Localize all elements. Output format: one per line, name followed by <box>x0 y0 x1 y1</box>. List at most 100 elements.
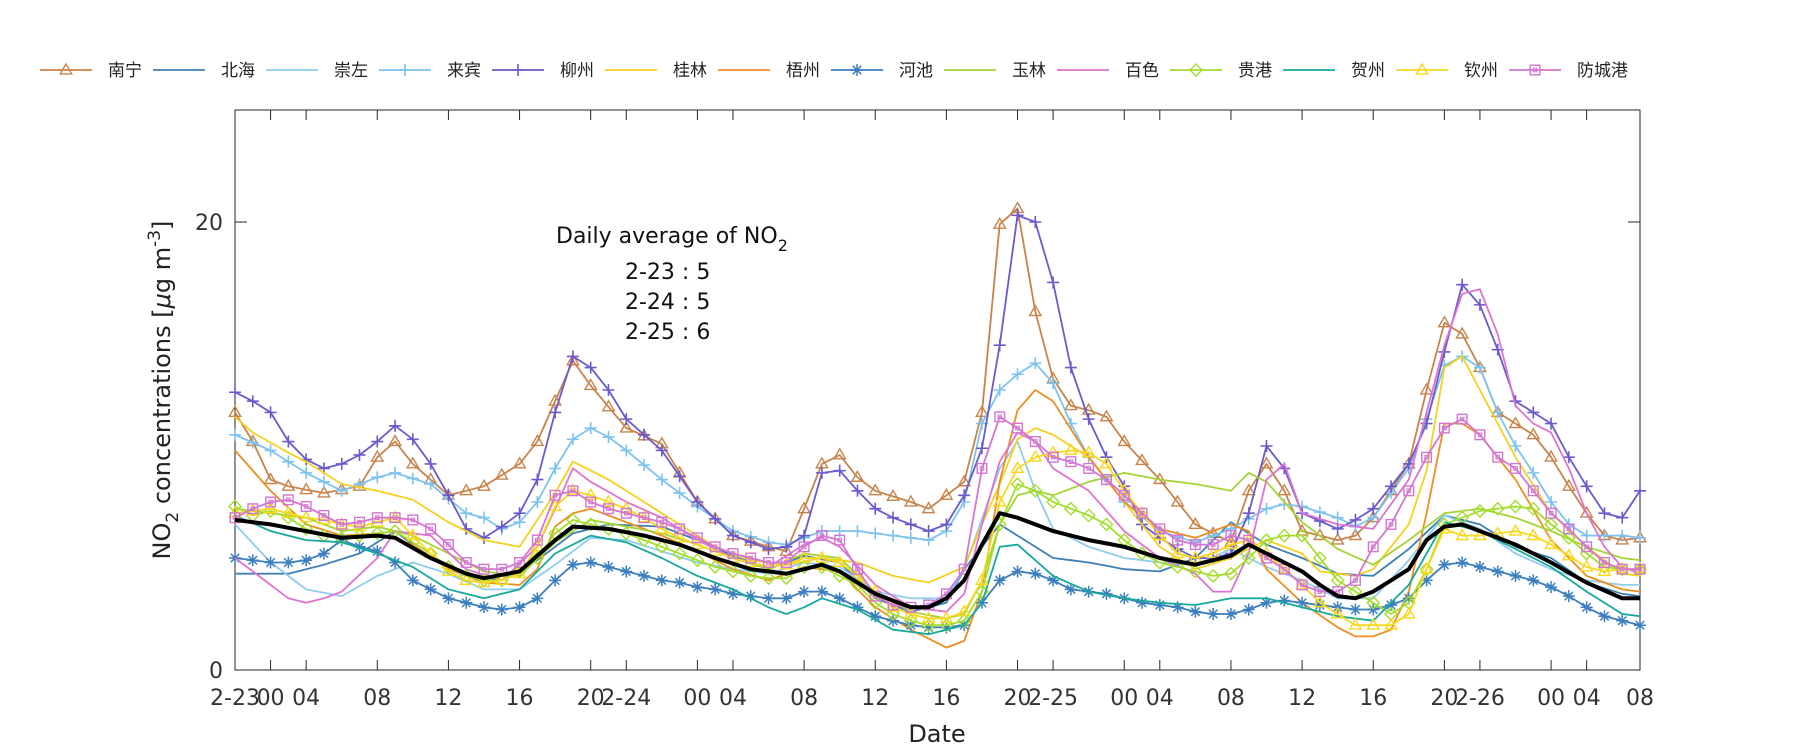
data-point-marker <box>690 537 705 550</box>
data-point-marker <box>300 554 313 567</box>
data-point-marker <box>477 601 490 614</box>
data-point-marker <box>1634 619 1646 632</box>
data-point-marker <box>869 502 882 515</box>
data-point-marker <box>585 496 597 508</box>
data-point-marker <box>868 483 883 496</box>
data-point-marker <box>674 523 686 535</box>
x-tick-label: 08 <box>790 686 818 711</box>
data-point-marker <box>548 393 563 406</box>
data-point-marker <box>281 510 296 525</box>
data-point-marker <box>1260 596 1273 609</box>
data-point-marker <box>1615 532 1630 545</box>
data-point-marker <box>1224 534 1238 547</box>
data-point-marker <box>1401 606 1416 619</box>
data-point-marker <box>1456 278 1469 291</box>
data-point-marker <box>531 592 544 605</box>
data-point-marker <box>994 411 1006 423</box>
data-point-marker <box>299 521 314 536</box>
data-point-marker <box>371 471 384 484</box>
data-point-marker <box>1064 361 1077 374</box>
data-point-marker <box>709 583 722 596</box>
data-point-marker <box>514 556 526 568</box>
x-tick-label: 00 <box>1537 686 1565 711</box>
data-point-marker <box>1135 505 1149 518</box>
data-point-marker <box>1028 449 1043 462</box>
data-point-marker <box>655 444 668 457</box>
legend-item-e78e89e69e97: 玉林 <box>944 61 1046 81</box>
series-line <box>234 214 1641 559</box>
data-point-marker <box>779 571 794 586</box>
x-tick-label: 2-25 <box>1028 686 1078 711</box>
data-point-marker <box>1295 528 1310 543</box>
x-tick-label: 20 <box>577 686 605 711</box>
data-point-marker <box>797 559 812 574</box>
data-point-marker <box>1420 417 1433 430</box>
data-point-marker <box>265 496 277 508</box>
data-point-marker <box>976 462 988 474</box>
data-point-marker <box>1065 456 1077 468</box>
legend-item-e8b4bae5b79e: 贺州 <box>1283 61 1385 81</box>
series-line <box>234 483 1640 627</box>
data-point-marker <box>1136 596 1149 609</box>
legend-item-e6a2a7e5b79e: 梧州 <box>718 61 820 81</box>
data-point-marker <box>903 494 918 507</box>
x-tick-label: 20 <box>1004 686 1032 711</box>
data-point-marker <box>1225 530 1237 542</box>
data-point-marker <box>566 558 579 571</box>
data-point-marker <box>851 484 864 497</box>
data-point-marker <box>1010 460 1025 473</box>
data-point-marker <box>834 534 846 546</box>
data-point-marker <box>993 339 1006 352</box>
data-point-marker <box>1616 529 1629 542</box>
data-point-marker <box>1188 564 1203 579</box>
data-point-marker <box>638 459 651 472</box>
data-point-marker <box>1010 477 1025 492</box>
data-point-marker <box>1189 605 1202 618</box>
x-tick-label: 00 <box>1110 686 1138 711</box>
data-point-marker <box>762 543 775 556</box>
data-point-marker <box>282 556 295 569</box>
data-point-marker <box>602 503 614 515</box>
series-line <box>234 288 1641 613</box>
legend-item-e5b487e5b7a6: 崇左 <box>266 61 368 81</box>
data-point-marker <box>1153 599 1166 612</box>
data-point-marker <box>1367 541 1379 553</box>
data-point-marker <box>816 530 828 542</box>
series-layer <box>228 201 1647 649</box>
data-point-marker <box>566 433 579 446</box>
data-point-marker <box>1100 474 1112 486</box>
data-point-marker <box>300 466 313 479</box>
data-point-marker <box>1242 507 1255 520</box>
data-point-marker <box>299 510 314 523</box>
data-point-marker <box>1047 574 1060 587</box>
data-point-marker <box>1526 427 1541 440</box>
data-point-marker <box>833 464 846 477</box>
data-point-marker <box>1136 507 1148 519</box>
data-point-marker <box>549 462 562 475</box>
data-point-marker <box>1473 298 1486 311</box>
data-point-marker <box>1011 209 1024 222</box>
data-point-marker <box>1510 462 1522 474</box>
data-point-marker <box>1348 617 1363 630</box>
data-point-marker <box>601 494 616 507</box>
data-point-marker <box>975 404 989 417</box>
data-point-marker <box>1561 478 1576 491</box>
series-average <box>234 511 1640 610</box>
data-point-marker <box>1331 511 1344 524</box>
data-point-marker <box>1241 483 1256 496</box>
data-point-marker <box>299 482 314 495</box>
data-point-marker <box>850 469 865 482</box>
legend-label: 百色 <box>1125 61 1159 81</box>
data-point-marker <box>1419 561 1434 574</box>
data-point-marker <box>1312 551 1327 565</box>
data-point-marker <box>922 621 935 634</box>
data-point-marker <box>993 384 1006 396</box>
data-point-marker <box>531 496 544 508</box>
data-point-marker <box>939 487 954 500</box>
series-e6a182e69e97 <box>234 355 1641 584</box>
data-point-marker <box>1047 276 1060 289</box>
data-point-marker <box>460 556 472 568</box>
data-point-marker <box>655 473 668 486</box>
data-point-marker <box>566 353 580 366</box>
data-point-marker <box>1545 507 1557 519</box>
